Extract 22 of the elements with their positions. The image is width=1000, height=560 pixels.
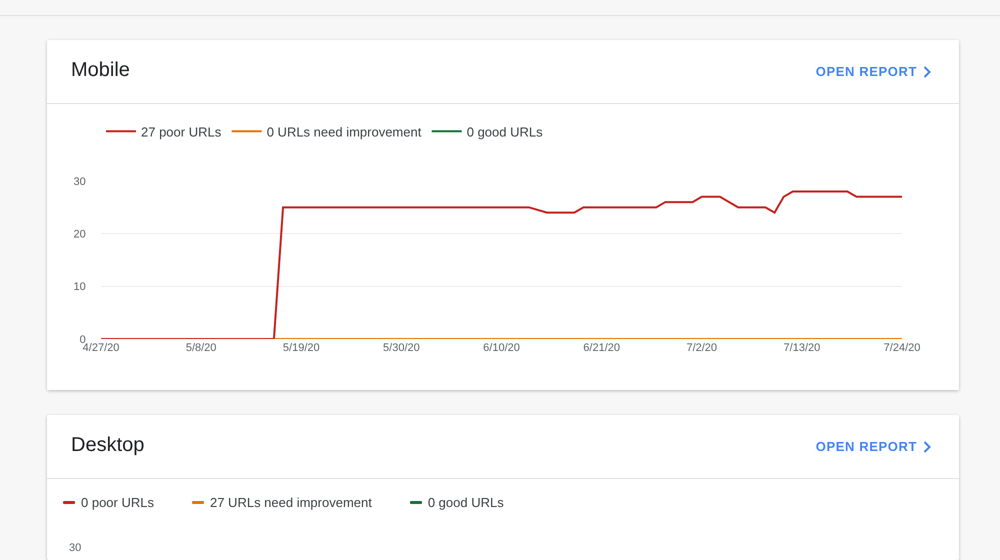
y-tick-label: 30 <box>74 176 86 188</box>
line-series <box>101 190 902 339</box>
y-tick-label: 10 <box>74 281 86 294</box>
legend-label: 0 good URLs <box>466 124 544 140</box>
text: 0 poor URLs <box>80 495 154 510</box>
x-tick-label: 7/13/20 <box>784 342 820 354</box>
legend-label: 0 URLs need improvement <box>266 124 422 140</box>
text: OPEN REPORT <box>816 439 918 454</box>
x-tick-label: 5/19/20 <box>282 342 320 354</box>
text: OPEN REPORT <box>816 64 918 79</box>
x-tick-label: 7/2/20 <box>686 342 718 354</box>
x-tick-label: 5/8/20 <box>186 342 216 354</box>
x-tick-label: 5/30/20 <box>383 342 420 354</box>
text: 0 good URLs <box>426 495 504 510</box>
text: 27 URLs need improvement <box>208 495 372 510</box>
chart-title: Mobile <box>71 59 130 82</box>
x-tick-label: 7/24/20 <box>884 342 920 354</box>
y-tick-label: 20 <box>74 228 86 241</box>
x-tick-label: 6/10/20 <box>483 342 520 354</box>
text: Desktop <box>71 434 144 457</box>
legend-label: 27 poor URLs <box>141 124 222 140</box>
x-tick-label: 6/21/20 <box>583 342 620 354</box>
